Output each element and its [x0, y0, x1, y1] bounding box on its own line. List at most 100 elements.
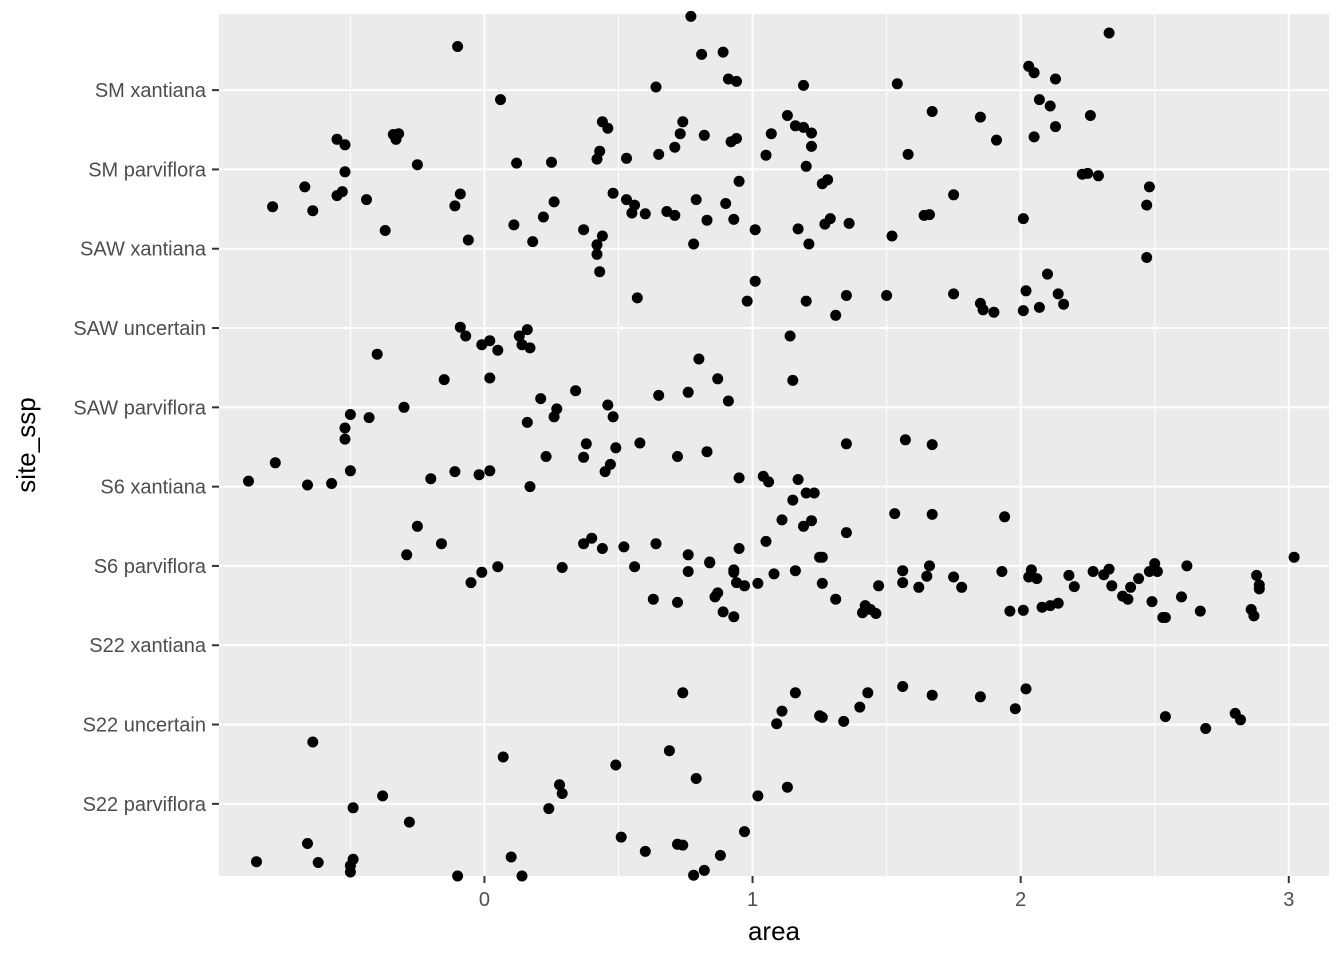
data-point: [733, 175, 745, 187]
data-point: [621, 152, 632, 164]
data-point: [701, 446, 713, 458]
data-point: [891, 78, 903, 90]
data-point: [1141, 252, 1153, 263]
data-point: [789, 687, 801, 699]
data-point: [798, 121, 809, 133]
data-point: [1253, 579, 1265, 591]
data-point: [578, 538, 590, 550]
data-point: [454, 321, 466, 333]
data-point: [781, 781, 793, 793]
x-tick-label: 0: [479, 889, 490, 911]
data-point: [765, 128, 777, 140]
data-point: [1159, 612, 1171, 623]
data-point: [948, 189, 960, 201]
data-point: [1106, 580, 1118, 592]
data-point: [669, 141, 681, 153]
data-point: [768, 568, 780, 580]
y-tick-label: SM xantiana: [95, 80, 207, 102]
data-point: [897, 565, 909, 577]
data-point: [653, 389, 665, 401]
data-point: [299, 181, 311, 193]
data-point: [269, 457, 281, 469]
data-point: [669, 209, 681, 221]
data-point: [792, 223, 804, 235]
data-point: [862, 687, 874, 699]
data-point: [1194, 605, 1206, 617]
data-point: [1251, 569, 1263, 581]
data-point: [1028, 67, 1040, 79]
data-point: [781, 110, 793, 121]
data-point: [677, 839, 689, 851]
data-point: [731, 133, 742, 144]
data-point: [578, 451, 590, 463]
data-point: [607, 187, 619, 199]
data-point: [650, 81, 662, 93]
data-point: [1058, 298, 1070, 310]
data-point: [1092, 170, 1104, 182]
data-point: [800, 487, 812, 499]
data-point: [956, 581, 968, 593]
data-point: [449, 466, 461, 478]
data-point: [1063, 569, 1075, 581]
data-point: [814, 710, 826, 722]
data-point: [521, 324, 533, 336]
data-point: [739, 580, 750, 592]
data-point: [1020, 285, 1032, 297]
data-point: [344, 409, 356, 420]
data-point: [1143, 566, 1155, 577]
data-point: [787, 374, 799, 386]
data-point: [873, 580, 885, 592]
data-point: [449, 200, 461, 212]
data-point: [1087, 566, 1099, 577]
data-point: [339, 166, 351, 178]
data-point: [1082, 167, 1094, 179]
y-tick-label: SAW parviflora: [73, 397, 207, 419]
data-point: [763, 476, 775, 488]
x-tick-label: 2: [1015, 889, 1026, 911]
data-point: [787, 494, 799, 506]
data-point: [688, 869, 700, 881]
data-point: [808, 487, 820, 499]
data-point: [267, 201, 279, 213]
data-point: [1052, 597, 1064, 609]
data-point: [339, 433, 351, 445]
data-point: [714, 849, 726, 861]
data-point: [556, 562, 568, 573]
data-point: [1146, 596, 1158, 608]
y-tick-label: S22 parviflora: [83, 794, 207, 816]
data-point: [548, 196, 560, 208]
data-point: [411, 520, 423, 532]
data-point: [1020, 683, 1032, 695]
data-point: [621, 194, 632, 206]
data-point: [682, 386, 694, 398]
data-point: [1031, 573, 1043, 585]
data-point: [243, 475, 254, 487]
data-point: [629, 561, 641, 573]
data-point: [806, 140, 817, 152]
y-axis: S22 parviflora S22 uncertain S22 xantiana S…: [73, 80, 219, 816]
data-point: [722, 395, 734, 407]
data-point: [682, 566, 694, 577]
data-point: [728, 564, 740, 576]
data-point: [889, 508, 901, 520]
data-point: [843, 217, 855, 229]
data-point: [682, 549, 694, 561]
data-point: [1004, 605, 1016, 617]
data-point: [460, 330, 472, 342]
data-point: [800, 160, 812, 172]
data-point: [688, 238, 700, 250]
data-point: [830, 593, 842, 605]
data-point: [602, 399, 614, 411]
data-point: [822, 174, 834, 186]
data-point: [733, 472, 745, 484]
data-point: [1017, 604, 1029, 616]
data-point: [591, 239, 603, 251]
data-point: [749, 224, 761, 236]
panel-background: [219, 14, 1329, 876]
data-point: [521, 416, 533, 428]
data-point: [690, 773, 702, 784]
data-point: [1052, 288, 1064, 300]
data-point: [403, 816, 415, 828]
x-tick-label: 3: [1283, 889, 1294, 911]
data-point: [1176, 591, 1187, 603]
